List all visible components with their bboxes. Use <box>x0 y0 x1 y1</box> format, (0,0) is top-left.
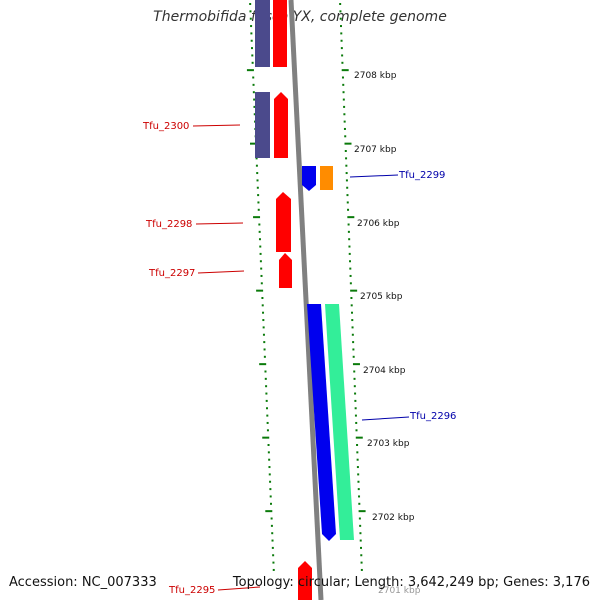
scale-label: 2706 kbp <box>357 219 400 229</box>
feature-track <box>255 0 354 600</box>
gene-label-tfu2295[interactable]: Tfu_2295 <box>168 585 215 596</box>
leader-line <box>197 270 245 274</box>
feature-tfu2295[interactable] <box>298 561 312 600</box>
feature-tfu2296[interactable] <box>325 304 354 540</box>
map-title: Thermobifida fusca YX, complete genome <box>153 9 447 25</box>
feature-tfu2299[interactable] <box>320 166 333 190</box>
feature-tfu2298[interactable] <box>276 192 291 252</box>
feature-tfu2297[interactable] <box>279 253 292 288</box>
feature-blue-small[interactable] <box>302 166 316 191</box>
feature-blue-long[interactable] <box>307 304 336 541</box>
leader-line <box>349 174 399 178</box>
scale-label: 2707 kbp <box>354 145 397 155</box>
scale-label: 2703 kbp <box>367 439 410 449</box>
left-tick-track <box>246 3 275 571</box>
gene-label-tfu2297[interactable]: Tfu_2297 <box>148 268 195 279</box>
gene-label-tfu2296[interactable]: Tfu_2296 <box>409 411 456 422</box>
leader-line <box>195 222 244 225</box>
genome-summary-text: Topology: circular; Length: 3,642,249 bp… <box>232 575 590 590</box>
leader-line <box>217 586 261 591</box>
feature-navy-top[interactable] <box>255 0 270 67</box>
scale-label: 2705 kbp <box>360 292 403 302</box>
leader-line <box>361 416 410 421</box>
scale-label: 2702 kbp <box>372 513 415 523</box>
feature-navy-tfu2300[interactable] <box>255 92 270 158</box>
gene-labels: Tfu_2300 Tfu_2299 Tfu_2298 Tfu_2297 Tfu_… <box>142 121 456 596</box>
feature-red-top[interactable] <box>273 0 287 67</box>
scale-label: 2708 kbp <box>354 71 397 81</box>
genome-backbone <box>288 0 324 600</box>
gene-label-tfu2299[interactable]: Tfu_2299 <box>398 170 445 181</box>
scale-label: 2704 kbp <box>363 366 406 376</box>
gene-label-tfu2300[interactable]: Tfu_2300 <box>142 121 189 132</box>
leader-line <box>192 124 241 127</box>
scale-labels: 2708 kbp 2707 kbp 2706 kbp 2705 kbp 2704… <box>354 71 421 596</box>
right-tick-track <box>339 3 366 571</box>
gene-label-tfu2298[interactable]: Tfu_2298 <box>145 219 192 230</box>
accession-text: Accession: NC_007333 <box>9 575 157 590</box>
feature-tfu2300[interactable] <box>274 92 288 158</box>
scale-label: 2701 kbp <box>378 586 421 596</box>
